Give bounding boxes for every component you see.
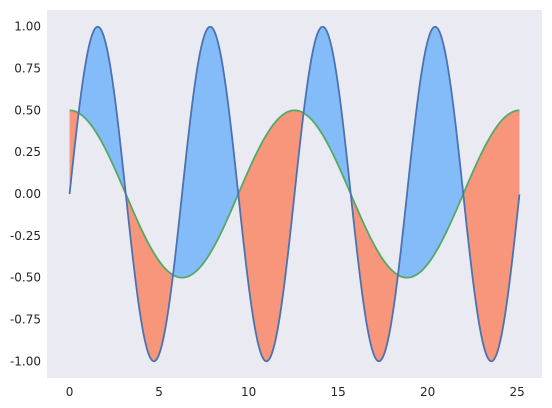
x-tick-label: 25: [509, 385, 524, 399]
fill-region-below: [350, 194, 398, 362]
y-tick-label: 0.75: [14, 62, 41, 76]
series-lines: [68, 25, 521, 363]
y-tick-label: 0.25: [14, 145, 41, 159]
y-tick-label: 1.00: [14, 20, 41, 34]
y-tick-label: -1.00: [10, 354, 41, 368]
x-axis: 0 5 10 15 20 25: [66, 385, 525, 399]
fill-region-above: [397, 26, 464, 278]
fill-region-above: [303, 26, 351, 195]
y-tick-label: 0.00: [14, 187, 41, 201]
y-tick-label: -0.25: [10, 229, 41, 243]
series-line-1: [69, 109, 520, 279]
y-tick-label: -0.75: [10, 312, 41, 326]
fill-region-below: [125, 194, 173, 362]
fill-region-above: [78, 26, 126, 195]
y-axis: 1.00 0.75 0.50 0.25 0.00 -0.25 -0.50 -0.75 -1.00: [10, 20, 41, 369]
x-tick-label: 10: [241, 385, 256, 399]
x-tick-label: 5: [155, 385, 163, 399]
y-tick-label: 0.50: [14, 103, 41, 117]
y-tick-label: -0.50: [10, 271, 41, 285]
x-tick-label: 0: [66, 385, 74, 399]
fill-region-above: [172, 26, 239, 278]
series-line-0: [68, 25, 521, 363]
fill-region-below: [463, 110, 520, 362]
fill-region-below: [238, 110, 304, 362]
x-tick-label: 20: [420, 385, 435, 399]
fill-regions: [69, 26, 520, 362]
x-tick-label: 15: [330, 385, 345, 399]
